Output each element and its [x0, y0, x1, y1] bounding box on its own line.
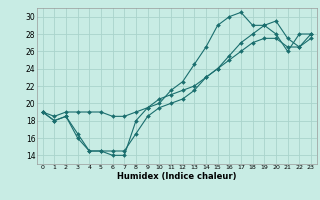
X-axis label: Humidex (Indice chaleur): Humidex (Indice chaleur)	[117, 172, 236, 181]
